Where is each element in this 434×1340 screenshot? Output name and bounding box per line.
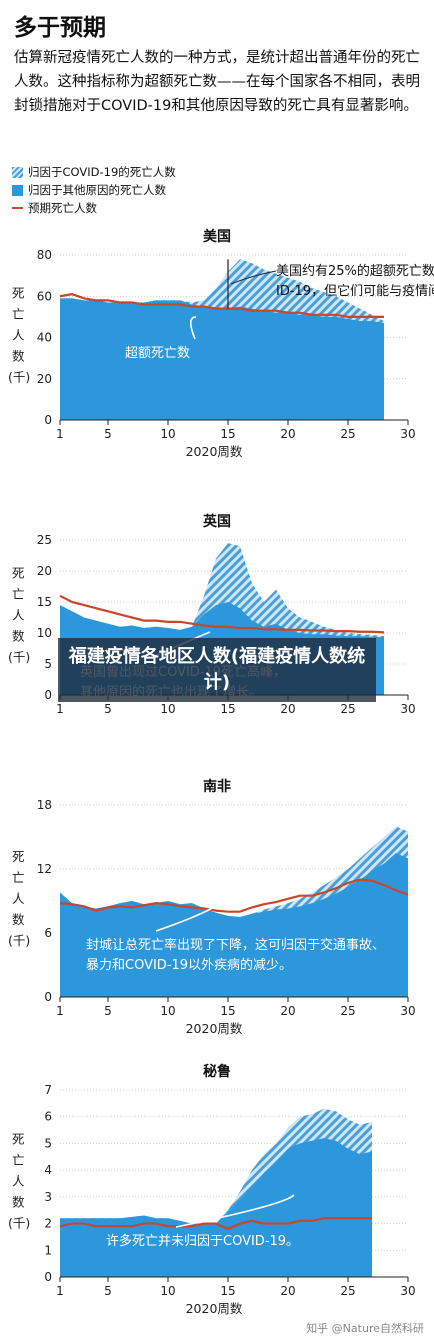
x-tick-label: 25 [340, 702, 355, 716]
y-tick-label: 60 [37, 289, 52, 303]
y-tick-label: 12 [37, 862, 52, 876]
x-tick-label: 25 [340, 1004, 355, 1018]
other-deaths-area [60, 298, 384, 420]
y-tick-label: 0 [44, 1270, 52, 1284]
y-axis-label: 死亡人数(千) [8, 849, 30, 948]
y-tick-label: 5 [44, 657, 52, 671]
y-tick-label: 0 [44, 990, 52, 1004]
y-tick-label: 7 [44, 1083, 52, 1097]
x-tick-label: 1 [56, 702, 64, 716]
y-tick-label: 15 [37, 595, 52, 609]
credit-watermark: 知乎 @Nature自然科研 [306, 1322, 424, 1335]
x-tick-label: 1 [56, 1004, 64, 1018]
other-deaths-area [60, 1138, 372, 1277]
x-tick-label: 30 [400, 1004, 415, 1018]
y-tick-label: 10 [37, 626, 52, 640]
y-tick-label: 6 [44, 1110, 52, 1124]
y-tick-label: 40 [37, 331, 52, 345]
chart-uk: 英国0510152025151015202530死亡人数(千)英国曾出现过COV… [8, 513, 416, 716]
y-tick-label: 20 [37, 372, 52, 386]
x-tick-label: 5 [104, 427, 112, 441]
x-tick-label: 15 [220, 702, 235, 716]
legend-expected: 预期死亡人数 [12, 199, 176, 217]
y-axis-label: 死亡人数(千) [8, 286, 30, 385]
y-tick-label: 80 [37, 248, 52, 262]
expected-deaths-line [59, 1217, 372, 1231]
x-tick-label: 10 [160, 702, 175, 716]
line-swatch-icon [12, 207, 23, 209]
chart-title: 美国 [203, 228, 231, 245]
x-tick-label: 5 [104, 1284, 112, 1298]
y-tick-label: 3 [44, 1190, 52, 1204]
page-title: 多于预期 [14, 15, 106, 41]
x-tick-label: 25 [340, 427, 355, 441]
x-tick-label: 20 [280, 1284, 295, 1298]
y-tick-label: 5 [44, 1136, 52, 1150]
x-tick-label: 10 [160, 1284, 175, 1298]
annotation-text: 许多死亡并未归因于COVID-19。 [106, 1233, 299, 1249]
legend-other: 归因于其他原因的死亡人数 [12, 181, 176, 199]
chart-title: 英国 [202, 513, 231, 530]
y-tick-label: 1 [44, 1243, 52, 1257]
annotation-text: 美国约有25%的超额死亡数未归因于COVID-19，但它们可能与疫情间接相关。 [276, 263, 434, 299]
x-tick-label: 20 [280, 427, 295, 441]
x-tick-label: 30 [400, 427, 415, 441]
chart-title: 南非 [203, 778, 231, 795]
x-tick-label: 30 [400, 1284, 415, 1298]
annotation-text: 超额死亡数 [125, 346, 190, 361]
x-tick-label: 25 [340, 1284, 355, 1298]
annotation-arrow [175, 1194, 295, 1228]
x-tick-label: 15 [220, 1004, 235, 1018]
legend-covid: 归因于COVID-19的死亡人数 [12, 163, 176, 181]
hatched-swatch-icon [12, 166, 23, 178]
expected-deaths-line [59, 878, 409, 913]
x-tick-label: 10 [160, 427, 175, 441]
y-tick-label: 18 [37, 798, 52, 812]
x-axis-label: 2020周数 [186, 444, 243, 459]
x-tick-label: 15 [220, 427, 235, 441]
legend-expected-label: 预期死亡人数 [28, 201, 97, 215]
intro-paragraph: 估算新冠疫情死亡人数的一种方式，是统计超出普通年份的死亡人数。这种指标称为超额死… [14, 50, 420, 114]
y-tick-label: 25 [37, 533, 52, 547]
y-tick-label: 20 [37, 564, 52, 578]
y-axis-label: 死亡人数(千) [8, 1132, 30, 1231]
x-tick-label: 5 [104, 702, 112, 716]
x-tick-label: 5 [104, 1004, 112, 1018]
x-tick-label: 20 [280, 702, 295, 716]
x-tick-label: 1 [56, 1284, 64, 1298]
x-tick-label: 10 [160, 1004, 175, 1018]
annotation-arrow [189, 316, 197, 340]
y-tick-label: 2 [44, 1217, 52, 1231]
legend: 归因于COVID-19的死亡人数 归因于其他原因的死亡人数 预期死亡人数 [12, 163, 176, 217]
y-tick-label: 0 [44, 413, 52, 427]
expected-deaths-line [59, 594, 385, 634]
annotation-text: 封城让总死亡率出现了下降，这可归因于交通事故、暴力和COVID-19以外疾病的减… [86, 937, 385, 973]
x-tick-label: 15 [220, 1284, 235, 1298]
y-tick-label: 4 [44, 1163, 52, 1177]
expected-deaths-line [59, 293, 384, 318]
callout-arrow [230, 270, 277, 285]
legend-covid-label: 归因于COVID-19的死亡人数 [28, 165, 176, 179]
x-tick-label: 30 [400, 702, 415, 716]
x-axis-label: 2020周数 [186, 1301, 243, 1316]
y-tick-label: 0 [44, 688, 52, 702]
legend-other-label: 归因于其他原因的死亡人数 [28, 183, 166, 197]
y-axis-label: 死亡人数(千) [8, 566, 30, 665]
other-deaths-area [60, 853, 408, 997]
chart-title: 秘鲁 [203, 1063, 231, 1080]
y-tick-label: 6 [44, 926, 52, 940]
overlay-title-banner: 福建疫情各地区人数(福建疫情人数统计) [58, 638, 376, 702]
x-tick-label: 1 [56, 427, 64, 441]
x-tick-label: 20 [280, 1004, 295, 1018]
solid-swatch-icon [12, 184, 23, 196]
x-axis-label: 2020周数 [186, 1021, 243, 1036]
annotation-arrow [155, 894, 231, 932]
